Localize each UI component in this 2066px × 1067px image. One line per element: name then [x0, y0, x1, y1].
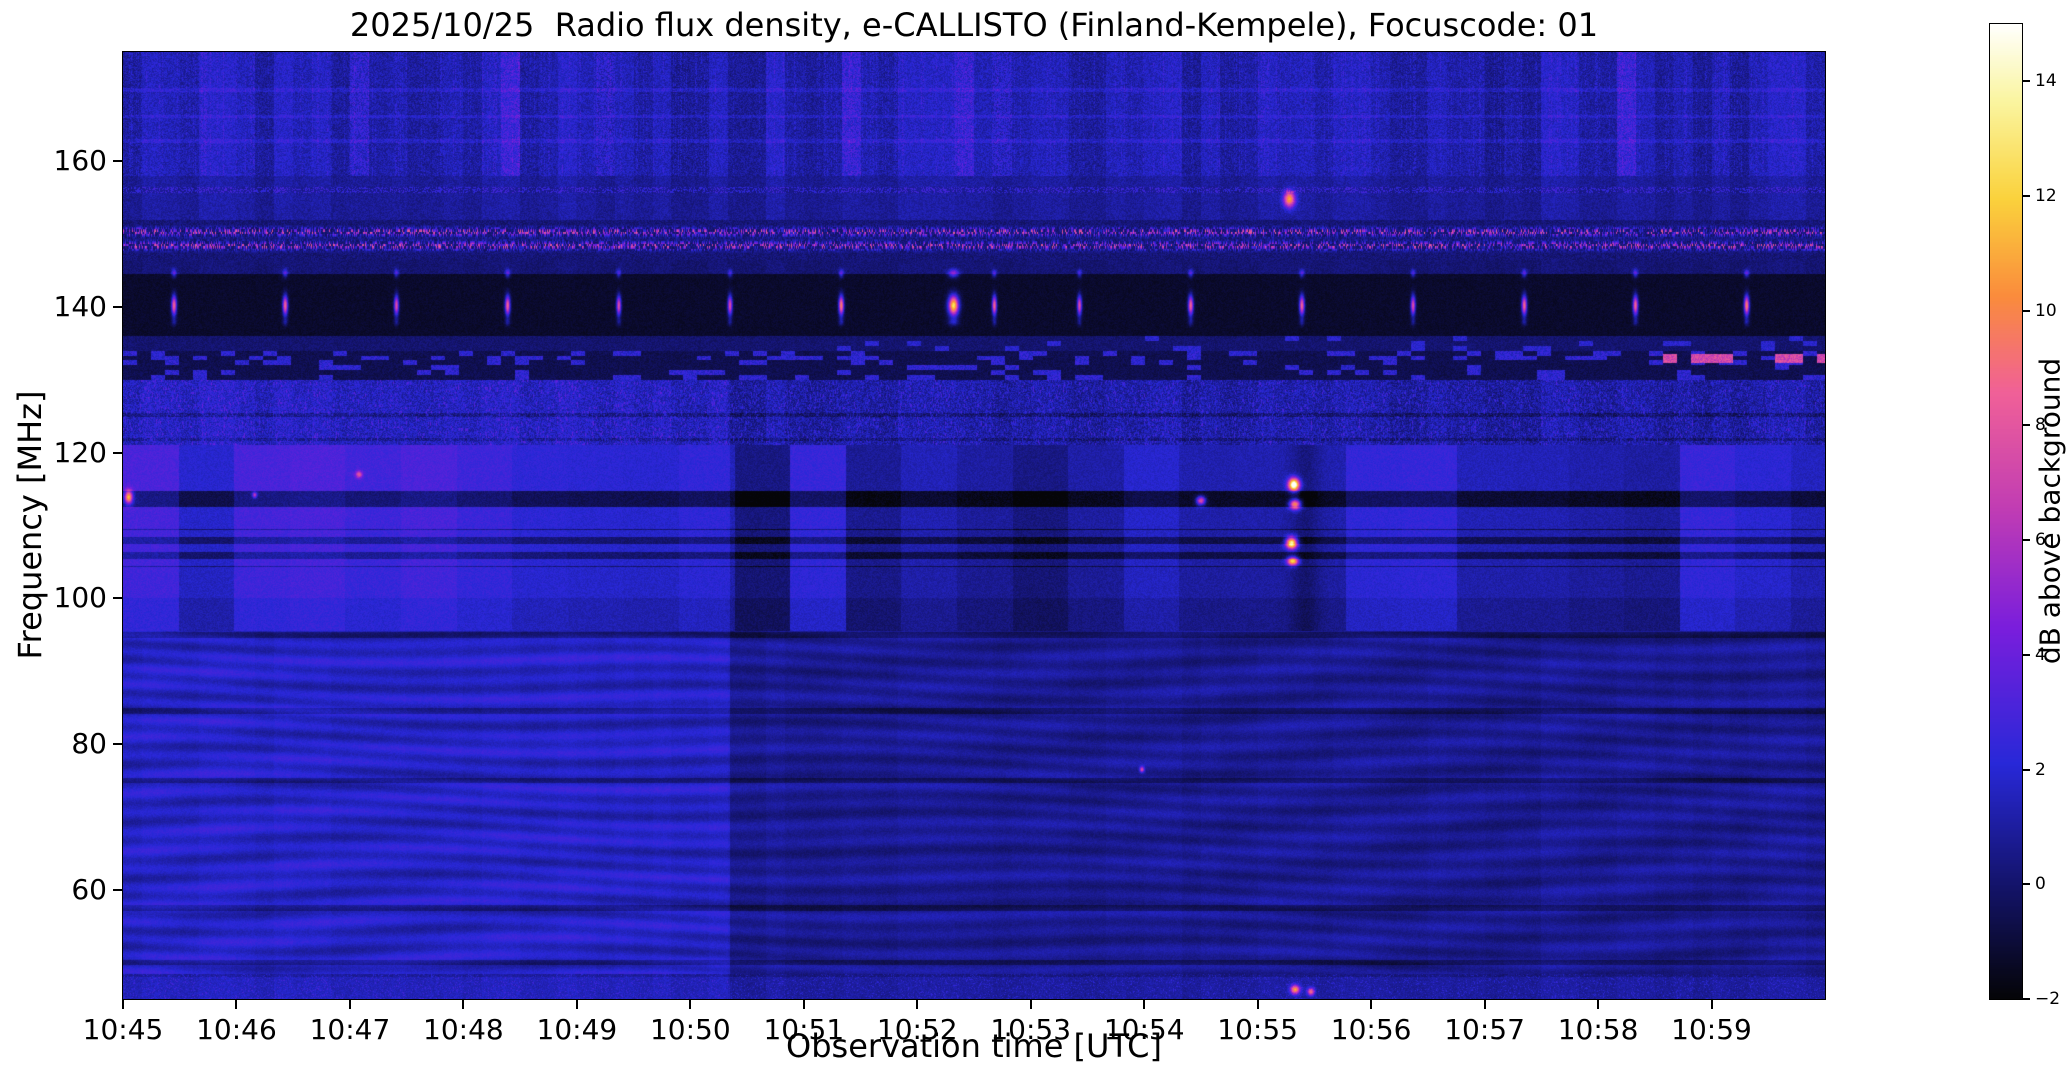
x-tick: [916, 999, 919, 1009]
x-tick-label: 10:59: [1671, 1013, 1752, 1046]
x-tick-label: 10:46: [196, 1013, 277, 1046]
y-tick: [113, 743, 123, 746]
x-tick: [1370, 999, 1373, 1009]
colorbar-tick: [2022, 539, 2030, 542]
x-tick: [1029, 999, 1032, 1009]
colorbar-tick: [2022, 998, 2030, 1000]
x-tick-label: 10:45: [82, 1013, 164, 1046]
x-tick: [348, 999, 351, 1009]
y-tick-label: 120: [53, 435, 107, 469]
x-tick-label: 10:52: [876, 1013, 958, 1046]
chart-title: 2025/10/25 Radio flux density, e-CALLIST…: [349, 6, 1599, 44]
y-tick-label: 100: [53, 581, 107, 615]
y-tick-label: 60: [71, 872, 107, 906]
y-tick-label: 140: [53, 289, 107, 323]
colorbar-tick: [2022, 309, 2030, 312]
colorbar-tick-label: 0: [2035, 874, 2046, 895]
colorbar-tick: [2022, 195, 2030, 198]
colorbar-tick: [2022, 653, 2030, 656]
colorbar-tick-label: 4: [2035, 644, 2046, 665]
x-axis-label: Observation time [UTC]: [786, 1027, 1162, 1065]
colorbar-tick-label: 2: [2035, 759, 2046, 780]
colorbar-tick: [2022, 883, 2030, 886]
y-axis-label: Frequency [MHz]: [11, 390, 49, 660]
x-tick: [1143, 999, 1146, 1009]
x-tick-label: 10:54: [1103, 1013, 1185, 1046]
x-tick-label: 10:48: [423, 1013, 504, 1046]
x-tick: [1597, 999, 1600, 1009]
x-tick-label: 10:49: [536, 1013, 618, 1046]
colorbar-tick-label: 6: [2035, 530, 2046, 551]
x-tick-label: 10:56: [1330, 1013, 1412, 1046]
spectrogram-heatmap: [122, 51, 1826, 1000]
colorbar-tick-label: 14: [2035, 71, 2057, 92]
colorbar-gradient: [1989, 23, 2023, 1000]
colorbar-tick: [2022, 424, 2030, 427]
y-tick-label: 160: [53, 144, 107, 178]
x-tick-label: 10:47: [309, 1013, 391, 1046]
colorbar-tick-label: 12: [2035, 186, 2057, 207]
colorbar-tick: [2022, 768, 2030, 771]
x-tick-label: 10:53: [990, 1013, 1072, 1046]
x-tick: [1710, 999, 1713, 1009]
x-tick: [1256, 999, 1259, 1009]
y-tick: [113, 160, 123, 163]
x-tick-label: 10:51: [763, 1013, 845, 1046]
colorbar-label: dB above background: [2033, 357, 2066, 665]
y-tick: [113, 305, 123, 308]
x-tick: [575, 999, 578, 1009]
x-tick-label: 10:57: [1444, 1013, 1525, 1046]
x-tick: [1483, 999, 1486, 1009]
x-tick: [689, 999, 692, 1009]
y-tick-label: 80: [71, 727, 107, 761]
colorbar-tick-label: −2: [2035, 989, 2061, 1009]
colorbar-tick: [2022, 80, 2030, 83]
x-tick-label: 10:58: [1557, 1013, 1639, 1046]
y-tick: [113, 597, 123, 600]
x-tick-label: 10:55: [1217, 1013, 1298, 1046]
x-tick: [235, 999, 238, 1009]
y-tick: [113, 451, 123, 454]
colorbar-tick-label: 10: [2035, 300, 2057, 321]
x-tick: [122, 999, 124, 1009]
x-tick: [462, 999, 465, 1009]
x-tick-label: 10:50: [649, 1013, 731, 1046]
x-tick: [802, 999, 805, 1009]
y-tick: [113, 888, 123, 891]
colorbar-tick-label: 8: [2035, 415, 2046, 436]
